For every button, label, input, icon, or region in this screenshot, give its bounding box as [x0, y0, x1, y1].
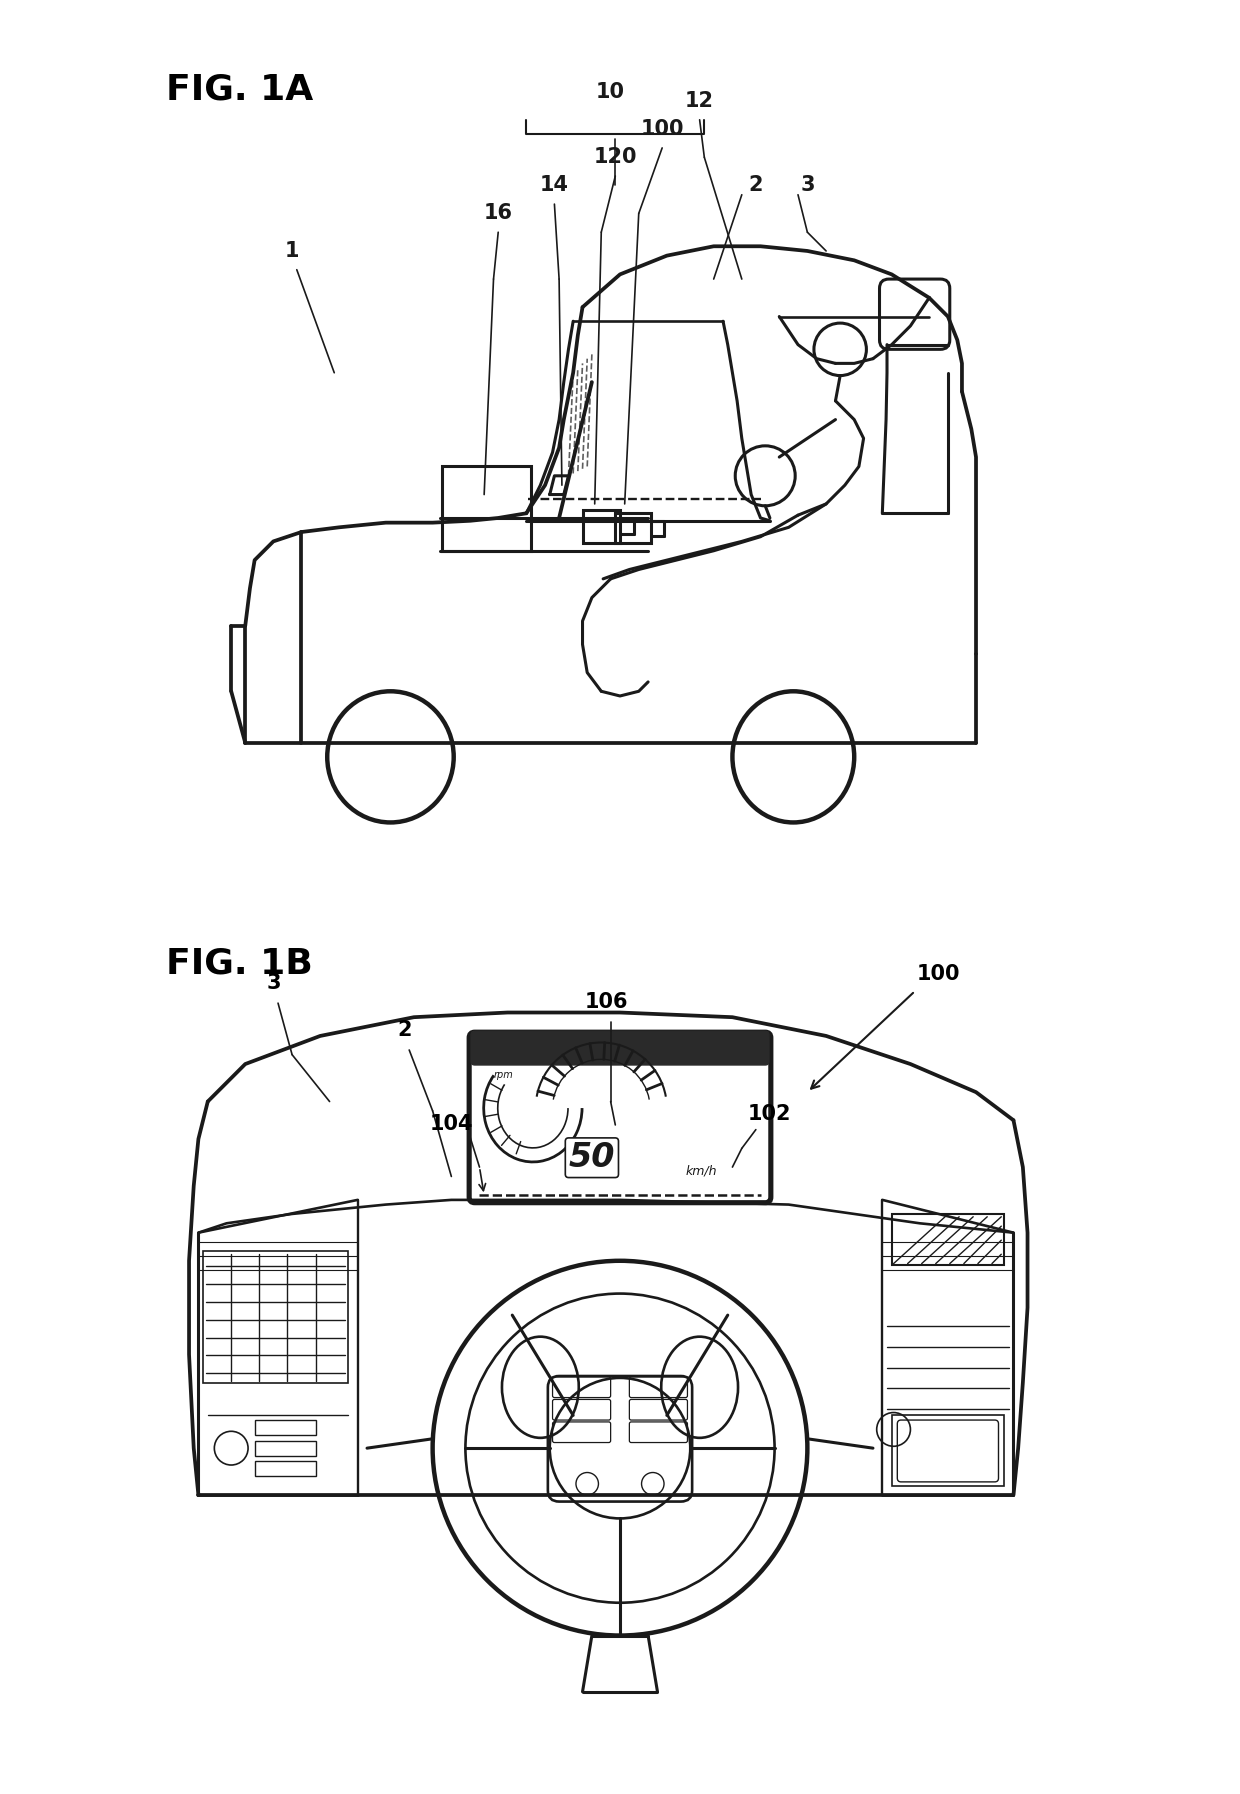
Bar [441, 466, 531, 551]
Text: 12: 12 [686, 91, 714, 111]
Text: 104: 104 [429, 1114, 474, 1134]
Text: 2: 2 [749, 176, 763, 196]
Text: 1: 1 [285, 240, 299, 260]
Text: 50: 50 [569, 1141, 615, 1175]
Text: 2: 2 [397, 1021, 412, 1041]
Text: 3: 3 [800, 176, 815, 196]
Bar [583, 511, 620, 544]
Text: 10: 10 [596, 83, 625, 102]
Bar [615, 513, 651, 544]
FancyBboxPatch shape [471, 1032, 769, 1066]
Bar [254, 1462, 315, 1476]
Text: 16: 16 [484, 203, 512, 224]
FancyBboxPatch shape [469, 1032, 771, 1202]
Text: 102: 102 [748, 1105, 791, 1125]
Text: 3: 3 [267, 972, 280, 994]
Text: 14: 14 [539, 176, 569, 196]
Bar [254, 1421, 315, 1435]
Text: 100: 100 [640, 118, 684, 140]
Bar [254, 1441, 315, 1455]
Text: FIG. 1A: FIG. 1A [166, 74, 312, 108]
Text: km/h: km/h [686, 1164, 717, 1177]
Bar [203, 1252, 348, 1383]
Bar [892, 1415, 1004, 1485]
Text: 120: 120 [594, 147, 637, 167]
Bar [892, 1215, 1004, 1265]
Text: FIG. 1B: FIG. 1B [166, 947, 312, 981]
Text: 100: 100 [916, 963, 960, 983]
Text: 106: 106 [584, 992, 627, 1012]
Text: rpm: rpm [494, 1071, 513, 1080]
